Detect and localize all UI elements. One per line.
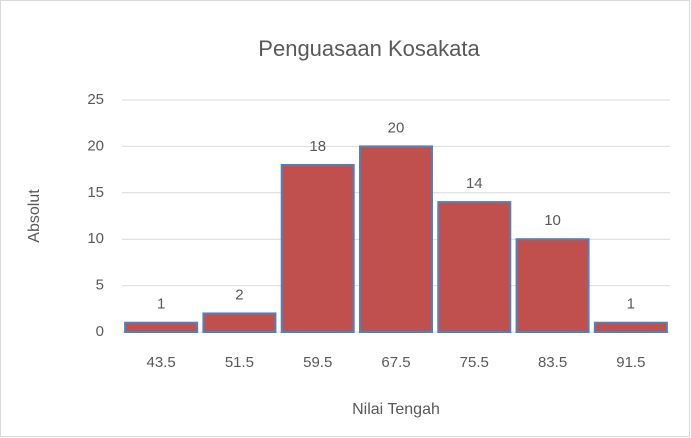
bar — [593, 321, 668, 334]
y-tick-label: 10 — [87, 230, 104, 247]
data-label: 2 — [235, 286, 243, 303]
x-tick-label: 59.5 — [303, 354, 332, 371]
y-axis-title: Absolut — [26, 189, 43, 243]
x-tick-label: 51.5 — [225, 354, 254, 371]
x-tick-label: 83.5 — [538, 354, 567, 371]
data-label: 10 — [544, 212, 561, 229]
x-tick-label: 75.5 — [460, 354, 489, 371]
x-tick-label: 91.5 — [616, 354, 645, 371]
x-axis-title: Nilai Tengah — [352, 401, 440, 418]
y-tick-label: 0 — [96, 323, 104, 340]
data-label: 18 — [309, 138, 326, 155]
data-label: 1 — [627, 296, 635, 313]
bar — [358, 145, 434, 333]
bar — [280, 163, 355, 333]
bar — [124, 321, 199, 334]
y-tick-label: 20 — [87, 137, 104, 154]
x-tick-label: 43.5 — [147, 354, 176, 371]
y-tick-label: 25 — [87, 91, 104, 108]
bar — [515, 238, 590, 333]
bar — [437, 201, 512, 333]
x-tick-label: 67.5 — [381, 354, 410, 371]
bar — [202, 312, 277, 334]
chart-title: Penguasaan Kosakata — [258, 36, 480, 61]
data-label: 20 — [388, 119, 405, 136]
data-label: 1 — [157, 296, 165, 313]
data-label: 14 — [466, 175, 483, 192]
y-tick-label: 15 — [87, 184, 104, 201]
y-tick-label: 5 — [96, 277, 104, 294]
